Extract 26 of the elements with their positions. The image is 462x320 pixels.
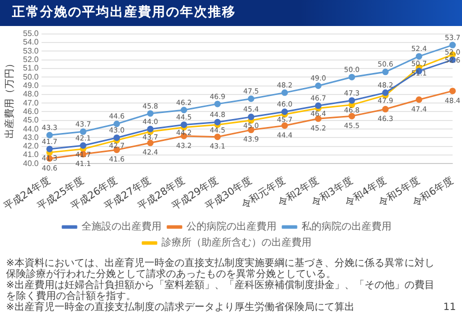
y-tick-label: 42.0 [22,142,40,151]
y-tick-label: 45.0 [22,116,40,125]
y-axis-title: 出産費用（万円） [4,58,16,139]
chart-title: 正常分娩の平均出産費用の年次推移 [0,0,462,26]
legend-label: 診療所（助産所含む）の出産費用 [162,236,312,249]
legend-label: 公的病院の出産費用 [186,220,276,233]
text: ※出産費用は妊婦合計負担額から「室料差額」、「産科医療補償制度掛金」、「その他」の費目を除く費用の合計額を指す。 [6,280,436,302]
y-tick-label: 55.0 [22,29,40,38]
y-tick-label: 51.0 [22,64,40,73]
y-tick-label: 43.0 [22,132,40,142]
y-tick-label: 40.0 [22,158,40,168]
y-tick-label: 48.0 [22,90,40,99]
text: ※出産育児一時金の直接支払制度の請求データより厚生労働省保険局にて算出 [6,302,356,313]
y-tick-label: 53.0 [22,46,40,56]
y-tick-label: 47.0 [22,98,40,108]
y-tick-label: 50.0 [22,72,40,82]
y-tick-label: 41.0 [22,150,40,160]
y-tick-label: 49.0 [22,80,40,90]
text: ※本資料においては、出産育児一時金の直接支払制度実施要綱に基づき、分娩に係る異常に対し保険診療が行われた分娩として請求のあったものを異常分娩としている。 [6,258,436,280]
y-tick-label: 54.0 [22,38,40,47]
y-tick-label: 44.0 [22,124,40,134]
y-tick-label: 46.0 [22,106,40,116]
text: 11 [442,302,456,313]
legend-label: 全施設の出産費用 [82,220,162,233]
y-tick-label: 52.0 [22,54,40,64]
legend-label: 私的病院の出産費用 [302,220,392,233]
